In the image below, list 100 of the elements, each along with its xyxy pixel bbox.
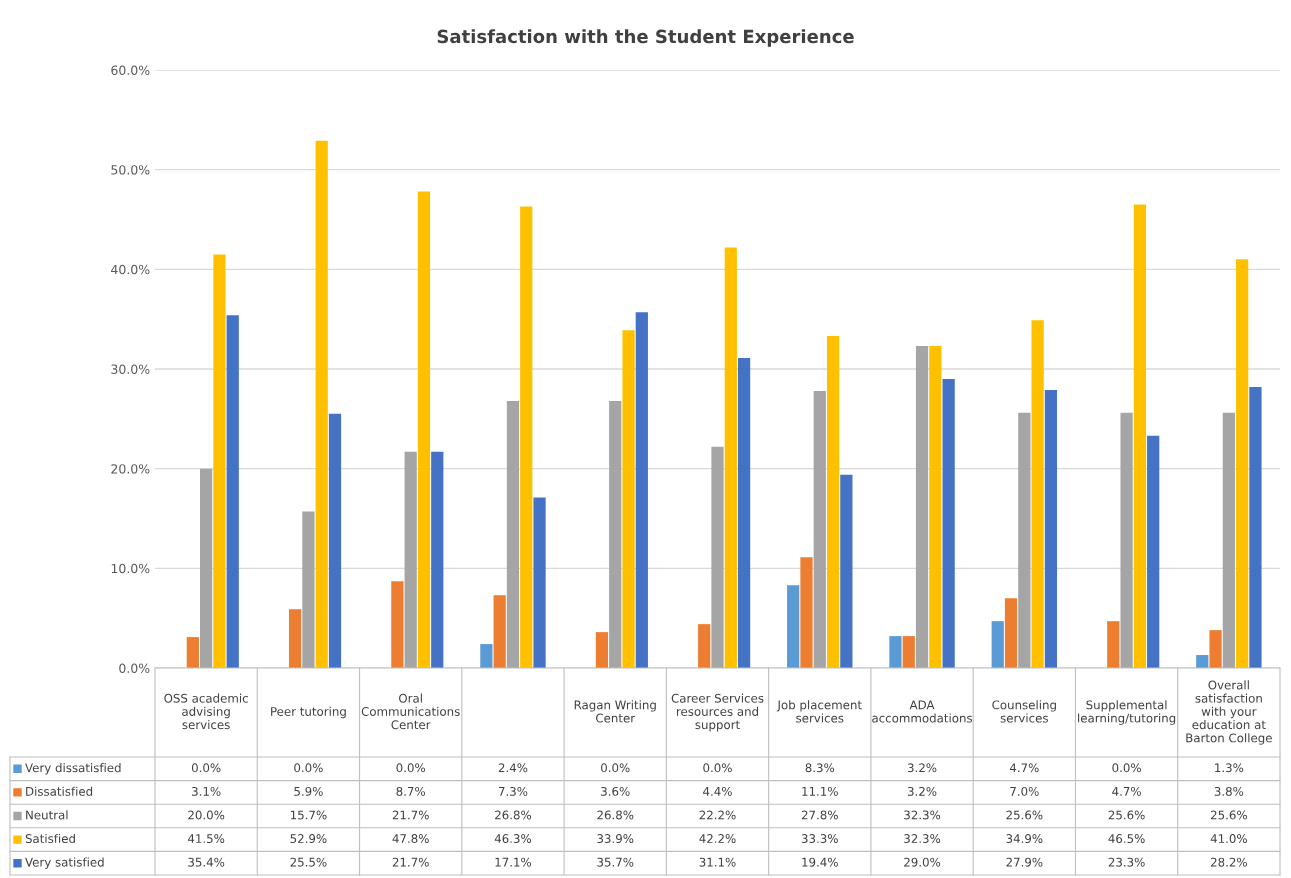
data-label: 52.9% — [290, 834, 327, 844]
data-label: 28.2% — [1210, 857, 1247, 867]
data-label: 4.7% — [1112, 786, 1141, 796]
bar — [724, 247, 737, 668]
data-label: 4.4% — [703, 786, 732, 796]
bar — [417, 191, 431, 668]
bar — [915, 346, 929, 668]
data-label: 3.6% — [601, 786, 630, 796]
data-label: 41.5% — [187, 834, 225, 844]
y-tick-label: 20.0% — [111, 464, 150, 474]
data-label: 41.0% — [1210, 834, 1247, 844]
bar — [929, 346, 942, 668]
bar — [826, 336, 840, 668]
data-label: 2.4% — [498, 763, 528, 773]
data-label: 11.1% — [802, 786, 838, 796]
data-label: 7.3% — [498, 786, 528, 796]
data-label: 3.8% — [1214, 786, 1244, 796]
data-label: 33.9% — [597, 834, 634, 844]
bar — [813, 390, 826, 668]
bar — [289, 609, 302, 668]
data-label: 32.3% — [904, 834, 941, 844]
y-tick-label: 0.0% — [119, 663, 150, 673]
data-label: 19.4% — [802, 857, 838, 867]
legend-label: Dissatisfied — [26, 786, 93, 796]
bar — [493, 595, 506, 668]
data-label: 25.6% — [1108, 810, 1145, 820]
y-tick-label: 60.0% — [111, 65, 150, 75]
bar — [800, 557, 813, 668]
bar — [787, 585, 800, 668]
x-tick-label: Peer tutoring — [271, 706, 346, 719]
bar — [889, 636, 902, 668]
data-label: 27.9% — [1006, 857, 1043, 867]
bar — [942, 378, 955, 668]
x-tick-label: Career Services resources and support — [671, 693, 764, 732]
bar — [1018, 412, 1031, 668]
data-label: 5.9% — [294, 786, 323, 796]
bar — [1209, 630, 1222, 668]
bar — [1120, 412, 1133, 668]
data-label: 20.0% — [188, 810, 225, 820]
y-tick-label: 10.0% — [111, 563, 150, 574]
data-label: 23.3% — [1108, 857, 1145, 867]
legend-label: Very satisfied — [25, 857, 104, 869]
bar — [520, 206, 533, 668]
data-label: 3.1% — [192, 786, 221, 796]
data-label: 15.7% — [290, 810, 327, 820]
data-label: 21.7% — [392, 810, 429, 820]
bar — [404, 451, 417, 668]
bar — [1249, 386, 1262, 668]
bar — [1196, 655, 1209, 668]
bar — [302, 511, 315, 668]
x-tick-label: Ragan Writing Center — [574, 700, 656, 723]
data-label: 0.0% — [294, 763, 323, 773]
data-label: 34.9% — [1006, 834, 1043, 844]
data-label: 25.6% — [1006, 810, 1043, 820]
bar — [609, 400, 622, 668]
y-tick-label: 40.0% — [111, 264, 150, 275]
data-label: 7.0% — [1010, 786, 1039, 796]
data-label: 8.7% — [396, 786, 426, 796]
bar — [1133, 204, 1146, 668]
bar — [213, 254, 226, 668]
data-label: 1.3% — [1215, 763, 1244, 773]
data-label: 0.0% — [601, 763, 630, 773]
data-label: 42.2% — [699, 834, 736, 844]
bar — [698, 624, 711, 668]
bar — [315, 140, 328, 668]
x-tick-label: Oral Communications Center — [361, 693, 460, 730]
x-tick-label: Supplemental learning/tutoring — [1078, 700, 1176, 725]
data-label: 32.3% — [904, 810, 941, 820]
bar — [1031, 320, 1044, 668]
bar — [480, 644, 493, 668]
bar — [431, 451, 444, 668]
bar — [595, 632, 609, 668]
data-label: 35.7% — [597, 857, 634, 867]
bar — [200, 468, 213, 668]
bar — [622, 330, 635, 668]
bar — [391, 581, 404, 668]
legend-label: Very dissatisfied — [25, 763, 121, 775]
data-label: 3.2% — [907, 763, 937, 773]
data-label: 26.8% — [495, 810, 532, 820]
bar — [1107, 621, 1120, 668]
y-tick-label: 30.0% — [111, 364, 150, 374]
bar — [840, 474, 853, 668]
data-label: 26.8% — [597, 810, 634, 820]
bar — [1147, 435, 1160, 668]
bar — [506, 400, 520, 668]
data-label: 27.8% — [801, 810, 838, 820]
x-tick-label: Job placement services — [776, 700, 862, 723]
y-tick-label: 50.0% — [111, 165, 150, 175]
data-label: 0.0% — [396, 763, 426, 773]
bar — [533, 497, 546, 668]
bar — [737, 358, 751, 668]
data-label: 31.1% — [699, 857, 736, 867]
bar — [1044, 389, 1058, 668]
bar — [711, 446, 724, 668]
x-tick-label: Counseling services — [992, 700, 1056, 723]
data-label: 21.7% — [392, 857, 429, 867]
data-label: 17.1% — [495, 857, 532, 867]
x-tick-label: ADA accommodations — [872, 700, 973, 723]
data-label: 0.0% — [191, 763, 221, 773]
legend-label: Neutral — [26, 810, 68, 820]
